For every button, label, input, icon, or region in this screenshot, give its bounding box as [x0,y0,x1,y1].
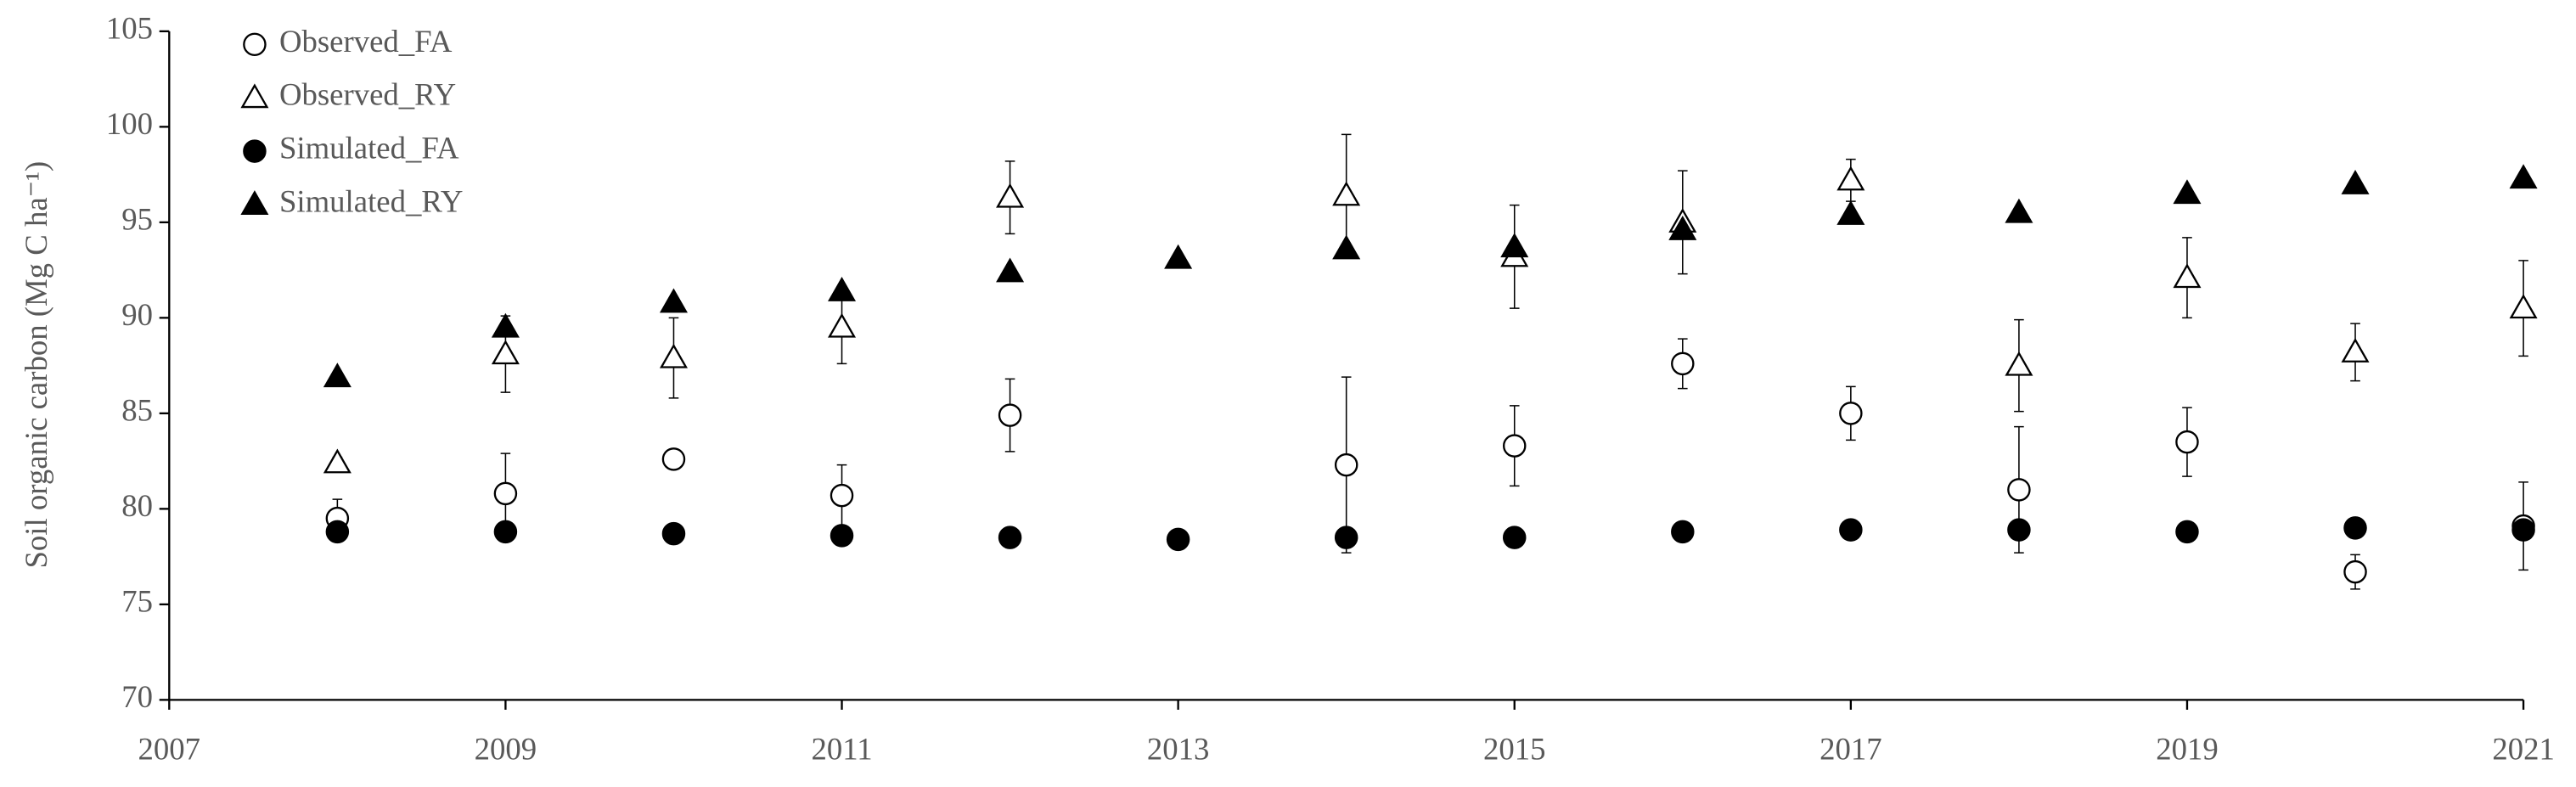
point [1668,215,1697,240]
y-tick-label: 105 [106,10,153,45]
x-tick-label: 2017 [1820,732,1882,767]
point [2511,518,2535,542]
point [325,520,350,544]
point [1503,526,1527,549]
legend-marker [240,190,269,216]
point [1836,166,1865,191]
point [493,520,518,544]
x-tick-label: 2013 [1147,732,1210,767]
point [2005,351,2033,376]
point [998,526,1022,549]
legend-marker [243,32,267,57]
point [323,363,352,388]
point [2175,520,2199,544]
y-tick-label: 95 [121,201,153,236]
legend-marker [243,139,267,163]
point [1332,234,1361,260]
point [1503,434,1527,458]
point [2341,338,2370,363]
point [2341,169,2370,194]
point [659,288,688,313]
y-tick-label: 75 [121,583,153,618]
point [828,312,857,338]
x-tick-label: 2011 [811,732,872,767]
point [323,448,352,474]
point [1500,233,1529,258]
point [830,524,854,548]
y-tick-label: 70 [121,679,153,714]
point [828,277,857,301]
legend-label: Simulated_RY [279,183,463,218]
legend-label: Observed_RY [279,77,456,112]
y-tick-label: 100 [106,106,153,141]
point [491,340,520,365]
point [996,257,1025,283]
point [661,447,686,471]
legend-label: Observed_FA [279,24,453,59]
x-tick-label: 2009 [475,732,537,767]
point [2343,559,2367,584]
point [1671,351,1695,376]
point [998,403,1022,427]
point [1839,518,1863,542]
point [2509,294,2538,319]
x-tick-label: 2019 [2156,732,2219,767]
point [1164,244,1193,269]
legend-label: Simulated_FA [279,131,459,166]
point [2173,263,2202,289]
point [2175,430,2199,454]
x-tick-label: 2015 [1483,732,1546,767]
point [493,481,518,506]
point [830,483,854,508]
y-tick-label: 85 [121,392,153,427]
point [491,312,520,338]
point [1671,520,1695,544]
point [659,343,688,368]
point [1332,181,1361,206]
point [1836,200,1865,225]
point [2509,164,2538,189]
y-axis-label: Soil organic carbon (Mg C ha⁻¹) [19,161,53,569]
point [1839,402,1863,425]
legend-marker [240,83,269,109]
y-tick-label: 90 [121,297,153,332]
point [1334,453,1358,477]
y-tick-label: 80 [121,488,153,523]
point [1334,526,1358,549]
point [2007,518,2031,542]
point [2007,478,2031,502]
point [661,521,686,546]
point [996,183,1025,208]
x-tick-label: 2021 [2492,732,2555,767]
point [2173,179,2202,205]
point [2343,516,2367,540]
point [2005,198,2033,223]
point [1166,527,1190,552]
x-tick-label: 2007 [138,732,200,767]
